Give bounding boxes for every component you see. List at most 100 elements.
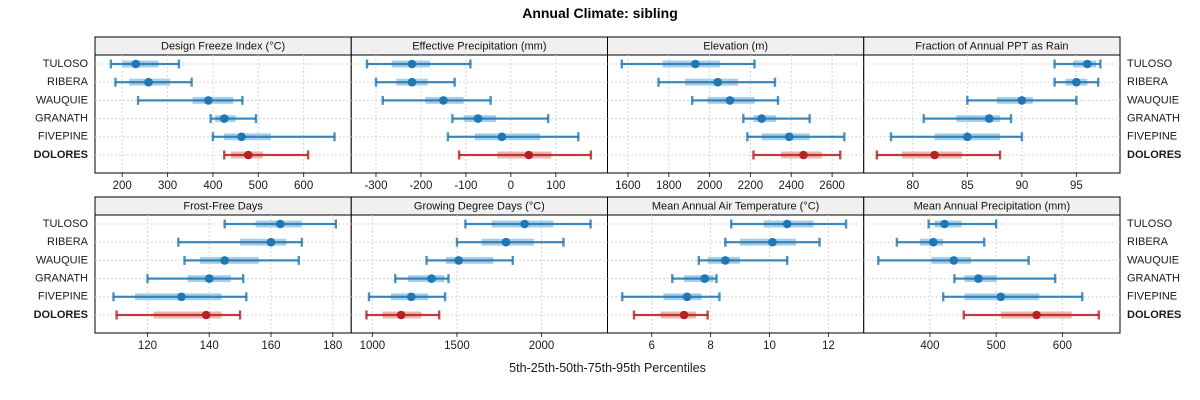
interval-series	[365, 310, 441, 320]
median-dot	[204, 96, 213, 105]
interval-series	[724, 237, 821, 247]
range-line	[622, 295, 720, 298]
interval-series	[209, 114, 258, 124]
median-dot	[406, 292, 416, 302]
whisker-cap-right	[489, 95, 492, 105]
axis-tick-label: 160	[261, 340, 280, 352]
interval-series	[621, 292, 721, 302]
whisker-cap-right	[715, 274, 718, 284]
panel-plot-area	[94, 214, 352, 334]
station-label-right: TULOSO	[1127, 58, 1173, 70]
whisker-cap-left	[115, 310, 118, 320]
whisker-cap-left	[112, 292, 115, 302]
whisker-cap-left	[1053, 77, 1056, 87]
percentile-caption: 5th-25th-50th-75th-95th Percentiles	[509, 361, 706, 375]
median-dot	[940, 219, 949, 229]
interval-series	[632, 310, 709, 320]
whisker-cap-right	[190, 77, 193, 87]
panel-title: Fraction of Annual PPT as Rain	[915, 40, 1068, 52]
interval-series	[394, 274, 450, 284]
whisker-cap-left	[451, 114, 454, 124]
panel-title: Mean Annual Air Temperature (°C)	[652, 200, 819, 212]
interval-series	[223, 150, 310, 160]
axis-tick-label: 140	[200, 340, 219, 352]
axis-tick-label: 80	[906, 180, 919, 192]
whisker-cap-left	[632, 310, 636, 320]
interval-series	[746, 132, 846, 142]
axis-tick-label: -300	[364, 180, 387, 192]
whisker-cap-right	[1020, 132, 1024, 142]
interval-series	[730, 219, 848, 229]
whisker-cap-right	[241, 274, 245, 284]
median-dot	[243, 150, 253, 160]
range-line	[896, 241, 985, 244]
whisker-cap-left	[365, 59, 369, 69]
panel: Mean Annual Air Temperature (°C) 6 8 10 12	[607, 196, 865, 352]
station-label-left: WAUQUIE	[36, 94, 88, 106]
whisker-cap-left	[877, 255, 880, 265]
panel-title: Effective Precipitation (mm)	[412, 40, 546, 52]
whisker-cap-right	[706, 310, 709, 320]
station-label-right: WAUQUIE	[1127, 94, 1179, 106]
whisker-cap-right	[1097, 310, 1101, 320]
interval-series	[657, 77, 777, 87]
station-label-left: FIVEPINE	[38, 291, 88, 303]
whisker-cap-left	[211, 132, 215, 142]
interval-series	[691, 95, 780, 105]
whisker-cap-left	[464, 219, 467, 229]
interval-series	[451, 114, 550, 124]
interval-series	[211, 132, 336, 142]
whisker-cap-left	[889, 132, 893, 142]
whisker-cap-left	[114, 77, 117, 87]
whisker-cap-left	[657, 77, 660, 87]
whisker-cap-left	[146, 274, 149, 284]
whisker-cap-left	[1053, 59, 1056, 69]
range-line	[954, 277, 1056, 280]
whisker-cap-left	[183, 255, 186, 265]
axis-tick-label: -200	[409, 180, 432, 192]
interval-series	[109, 59, 181, 69]
axis-tick-label: -100	[454, 180, 477, 192]
station-label-right: DOLORES	[1127, 309, 1181, 321]
whisker-cap-right	[843, 132, 846, 142]
median-dot	[1082, 59, 1092, 69]
range-line	[212, 135, 335, 138]
axis-tick-label: 2000	[697, 180, 723, 192]
whisker-cap-right	[238, 310, 242, 320]
panel: Design Freeze Index (°C) 200 300 400 500 600	[94, 36, 352, 192]
whisker-cap-left	[457, 150, 461, 160]
range-line	[891, 135, 1022, 138]
axis-tick-label: 1600	[615, 180, 641, 192]
station-label-left: DOLORES	[34, 149, 88, 161]
median-dot	[407, 59, 417, 69]
whisker-cap-left	[942, 292, 945, 302]
axis-tick-label: 120	[138, 340, 157, 352]
whisker-cap-right	[1075, 95, 1078, 105]
panel-title: Design Freeze Index (°C)	[161, 40, 285, 52]
range-line	[210, 117, 257, 120]
range-line	[672, 277, 717, 280]
axis-tick-label: 0	[508, 180, 514, 192]
interval-series	[962, 310, 1101, 320]
median-dot	[144, 77, 153, 87]
whisker-cap-right	[511, 255, 514, 265]
axis-tick-label: 300	[158, 180, 177, 192]
interval-series	[446, 132, 580, 142]
range-line	[178, 241, 302, 244]
median-dot	[131, 59, 141, 69]
axis-tick-label: 2600	[819, 180, 845, 192]
whisker-cap-left	[621, 292, 624, 302]
median-dot	[396, 310, 406, 320]
axis-tick-label: 500	[987, 340, 1006, 352]
station-label-left: RIBERA	[47, 76, 89, 88]
whisker-cap-right	[1096, 77, 1100, 87]
range-line	[447, 135, 579, 138]
interval-series	[223, 219, 338, 229]
panel: Mean Annual Precipitation (mm) 400 500 600	[863, 196, 1121, 352]
interval-series	[922, 114, 1013, 124]
range-line	[452, 117, 549, 120]
station-label-right: TULOSO	[1127, 218, 1173, 230]
interval-series	[942, 292, 1084, 302]
median-dot	[799, 150, 808, 160]
